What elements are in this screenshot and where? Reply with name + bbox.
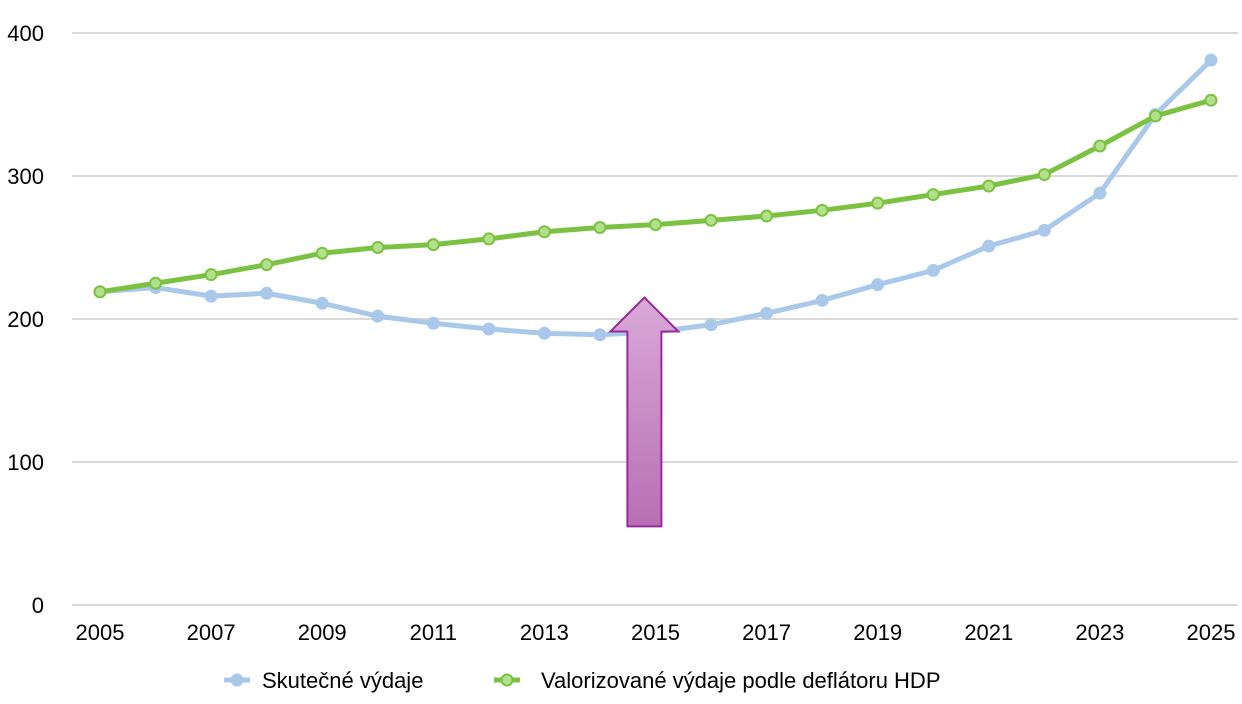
data-point xyxy=(204,289,218,303)
data-point xyxy=(426,316,440,330)
legend-marker xyxy=(230,673,244,687)
data-point xyxy=(1037,223,1051,237)
annotation xyxy=(607,296,681,528)
legend-marker xyxy=(500,673,514,687)
data-point xyxy=(260,286,274,300)
data-point xyxy=(815,293,829,307)
data-point xyxy=(1037,168,1051,182)
x-tick-label: 2005 xyxy=(76,620,125,645)
data-point xyxy=(1148,109,1162,123)
data-point xyxy=(426,238,440,252)
data-point xyxy=(871,196,885,210)
data-point xyxy=(371,241,385,254)
data-point xyxy=(593,328,607,342)
y-tick-label: 100 xyxy=(7,450,44,475)
series-2 xyxy=(93,93,1218,299)
data-point xyxy=(1093,139,1107,153)
x-tick-label: 2019 xyxy=(853,620,902,645)
data-point xyxy=(982,239,996,253)
x-tick-label: 2007 xyxy=(187,620,236,645)
arrow-up-annotation xyxy=(607,296,681,528)
x-tick-label: 2015 xyxy=(631,620,680,645)
data-point xyxy=(593,220,607,234)
data-point xyxy=(815,203,829,217)
data-point xyxy=(1204,93,1218,107)
x-tick-label: 2025 xyxy=(1187,620,1236,645)
data-point xyxy=(871,278,885,292)
data-point xyxy=(482,232,496,246)
data-point xyxy=(760,209,774,223)
data-point xyxy=(926,263,940,277)
data-point xyxy=(537,326,551,340)
data-point xyxy=(704,213,718,227)
y-tick-label: 400 xyxy=(7,21,44,46)
x-tick-label: 2023 xyxy=(1075,620,1124,645)
legend-item-1: Skutečné výdaje xyxy=(224,668,423,693)
data-point xyxy=(926,188,940,202)
data-point xyxy=(704,318,718,332)
data-point xyxy=(982,179,996,193)
legend: Skutečné výdaje Valorizované výdaje podle… xyxy=(224,668,941,693)
data-point xyxy=(204,268,218,282)
data-point xyxy=(315,296,329,310)
data-point xyxy=(371,309,385,323)
data-point xyxy=(1093,186,1107,200)
legend-label: Skutečné výdaje xyxy=(262,668,423,693)
data-point xyxy=(649,218,662,232)
x-tick-label: 2009 xyxy=(298,620,347,645)
x-tick-label: 2011 xyxy=(410,620,457,645)
axis-labels: 0 100 200 300 400 2005 2007 2009 2011 2013 2015 201… xyxy=(7,21,1235,645)
y-tick-label: 300 xyxy=(7,164,44,189)
data-point xyxy=(537,225,551,239)
x-tick-label: 2017 xyxy=(742,620,791,645)
data-point xyxy=(260,258,274,272)
data-point xyxy=(482,322,496,336)
data-point xyxy=(760,306,774,320)
legend-item-2: Valorizované výdaje podle deflátoru HDP xyxy=(494,668,941,693)
data-point xyxy=(93,285,107,299)
y-tick-label: 0 xyxy=(32,593,44,618)
x-tick-label: 2021 xyxy=(964,620,1013,645)
series-lines xyxy=(93,53,1218,342)
series-1 xyxy=(93,53,1218,342)
legend-label: Valorizované výdaje podle deflátoru HDP xyxy=(541,668,941,693)
y-tick-label: 200 xyxy=(7,307,44,332)
data-point xyxy=(1204,53,1218,67)
data-point xyxy=(149,276,163,290)
x-tick-label: 2013 xyxy=(520,620,569,645)
data-point xyxy=(315,246,329,260)
